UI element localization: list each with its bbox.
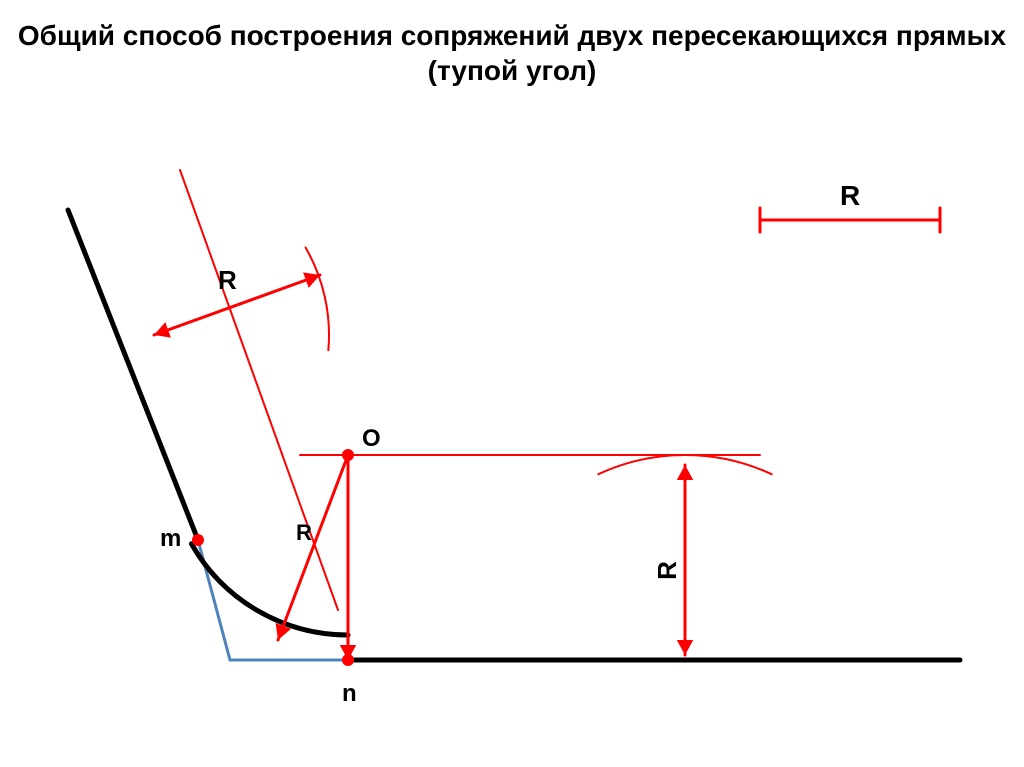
label-radius-right: R — [652, 561, 683, 580]
label-radius-Om: R — [296, 520, 312, 546]
label-point-n: n — [342, 680, 357, 708]
label-radius-legend: R — [840, 180, 860, 212]
label-point-m: m — [160, 525, 181, 553]
label-center-O: O — [362, 425, 381, 453]
label-radius-top: R — [218, 265, 237, 296]
diagram-canvas — [0, 0, 1024, 767]
